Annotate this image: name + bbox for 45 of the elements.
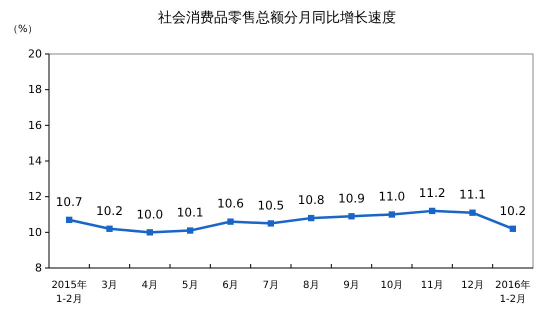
data-label: 10.7 (56, 194, 83, 209)
data-label: 10.9 (338, 191, 365, 206)
x-tick-label: 11月 (420, 280, 444, 291)
y-tick-label: 16 (28, 118, 42, 132)
x-tick-label: 9月 (343, 280, 360, 291)
x-tick-label: 2015年 1-2月 (51, 279, 87, 305)
data-label: 10.5 (257, 198, 284, 212)
y-tick-label: 8 (35, 262, 42, 275)
y-tick-label: 14 (28, 154, 42, 168)
point (388, 211, 395, 218)
point (146, 229, 153, 236)
data-label: 10.2 (96, 204, 123, 218)
point (187, 227, 194, 234)
y-tick-label: 18 (28, 83, 42, 96)
x-tick-label: 8月 (302, 280, 320, 291)
chart-title: 社会消费品零售总额分月同比增长速度 (158, 10, 396, 26)
x-tick-label: 6月 (222, 280, 239, 291)
point (106, 226, 113, 232)
x-tick-label: 3月 (101, 280, 118, 291)
x-tick-label: 4月 (142, 280, 158, 291)
data-label: 10.1 (176, 206, 204, 220)
data-label: 11.0 (378, 190, 406, 204)
point (227, 218, 234, 225)
point (66, 216, 72, 224)
y-tick-label: 10 (28, 226, 42, 239)
y-axis-title: （%） (8, 24, 38, 35)
data-label: 10.8 (298, 193, 325, 208)
data-label: 10.2 (499, 204, 526, 218)
x-tick-label: 7月 (262, 280, 280, 291)
y-tick-label: 20 (28, 48, 42, 61)
point (308, 214, 314, 222)
data-label: 11.1 (459, 188, 486, 202)
point (268, 220, 274, 227)
x-tick-label: 12月 (461, 280, 484, 291)
x-tick-label: 5月 (182, 280, 198, 291)
x-tick-label: 2016年 1-2月 (495, 279, 531, 305)
data-label: 11.2 (418, 186, 446, 200)
x-tick-label: 10月 (380, 280, 404, 291)
point (348, 213, 355, 220)
point (510, 226, 516, 232)
point (469, 210, 476, 216)
data-label: 10.6 (217, 196, 244, 211)
y-tick-label: 12 (28, 190, 42, 204)
data-label: 10.0 (136, 207, 164, 222)
point (429, 208, 436, 214)
